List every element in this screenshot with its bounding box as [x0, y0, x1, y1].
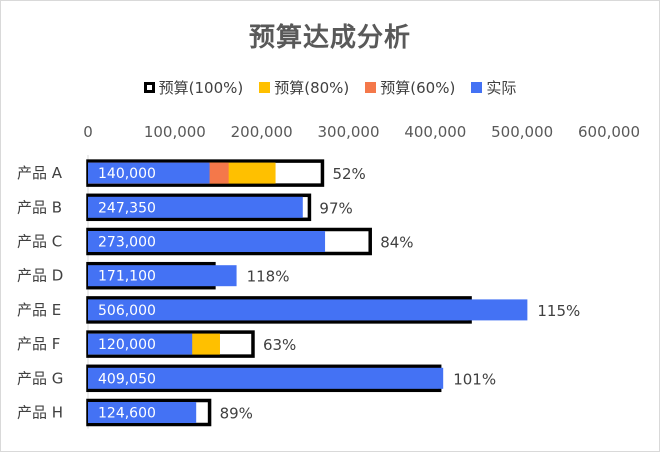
x-tick-label: 100,000: [144, 123, 206, 141]
actual-value-label: 120,000: [98, 337, 156, 353]
category-label: 产品 A: [17, 164, 63, 182]
legend-item-actual: 实际: [471, 77, 516, 98]
category-label: 产品 C: [17, 233, 62, 251]
x-tick-label: 500,000: [491, 123, 553, 141]
achievement-percent-label: 84%: [380, 234, 413, 252]
actual-bar: [88, 333, 193, 355]
x-tick-label: 400,000: [404, 123, 466, 141]
legend-item-budget-60: 预算(60%): [365, 77, 455, 98]
actual-bar: [88, 231, 326, 252]
achievement-percent-label: 52%: [332, 165, 365, 183]
achievement-percent-label: 115%: [537, 302, 580, 320]
actual-bar: [88, 196, 303, 218]
legend-label-budget-100: 预算(100%): [158, 79, 244, 97]
legend-swatch-actual: [471, 82, 483, 93]
actual-value-label: 273,000: [98, 235, 156, 251]
actual-bar: [88, 162, 210, 184]
actual-bar: [88, 367, 444, 389]
legend-swatch-budget-100: [143, 82, 155, 93]
category-label: 产品 D: [17, 267, 63, 285]
x-tick-label: 0: [83, 123, 93, 141]
legend-swatch-budget-60: [365, 82, 377, 93]
actual-value-label: 409,050: [98, 371, 156, 387]
actual-bar: [88, 299, 528, 321]
legend-item-budget-80: 预算(80%): [259, 77, 349, 98]
achievement-percent-label: 101%: [453, 370, 496, 388]
actual-value-label: 247,350: [98, 200, 156, 216]
category-label: 产品 B: [17, 198, 62, 216]
legend-item-budget-100: 预算(100%): [143, 77, 244, 98]
x-tick-label: 600,000: [578, 123, 640, 141]
actual-bar: [88, 265, 237, 287]
x-tick-label: 200,000: [231, 123, 293, 141]
legend-label-budget-80: 预算(80%): [274, 79, 350, 97]
category-label: 产品 H: [17, 404, 63, 422]
legend-swatch-budget-80: [259, 82, 271, 93]
actual-value-label: 140,000: [98, 166, 156, 182]
category-label: 产品 F: [17, 335, 60, 353]
chart-title: 预算达成分析: [248, 23, 411, 53]
actual-value-label: 506,000: [98, 303, 156, 319]
category-label: 产品 G: [17, 369, 63, 387]
category-label: 产品 E: [17, 301, 61, 319]
achievement-percent-label: 63%: [263, 336, 296, 354]
legend-label-budget-60: 预算(60%): [380, 79, 456, 97]
legend-label-actual: 实际: [486, 79, 517, 97]
achievement-percent-label: 97%: [319, 199, 352, 217]
legend: 预算(100%) 预算(80%) 预算(60%) 实际: [1, 77, 659, 98]
achievement-percent-label: 118%: [247, 268, 290, 286]
actual-bar: [88, 402, 197, 423]
achievement-percent-label: 89%: [220, 405, 253, 423]
x-tick-label: 300,000: [317, 123, 379, 141]
actual-value-label: 124,600: [98, 406, 156, 422]
actual-value-label: 171,100: [98, 269, 156, 285]
